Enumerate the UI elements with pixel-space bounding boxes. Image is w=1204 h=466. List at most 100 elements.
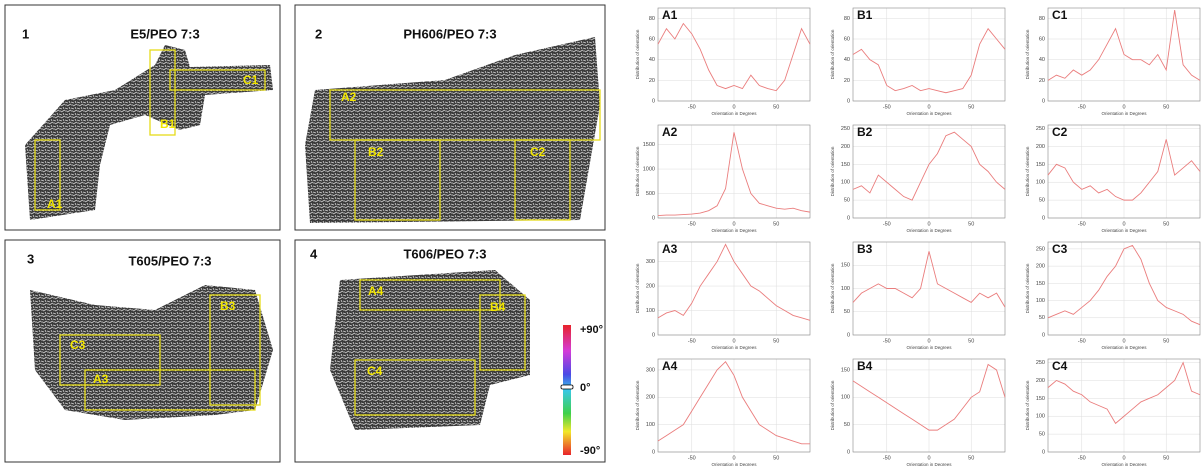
y-tick-label: 50 (1039, 432, 1045, 438)
x-tick-label: -50 (1078, 455, 1086, 461)
x-tick-label: -50 (1078, 338, 1086, 344)
y-axis-label: Distribution of orientation (1025, 380, 1030, 430)
y-tick-label: 150 (1036, 281, 1045, 287)
chart-title: A1 (662, 8, 678, 22)
x-tick-label: -50 (688, 338, 696, 344)
y-tick-label: 40 (844, 57, 850, 63)
y-tick-label: 200 (841, 144, 850, 150)
y-tick-label: 50 (844, 198, 850, 204)
plot-frame (657, 358, 811, 453)
y-tick-label: 150 (1036, 396, 1045, 402)
x-axis-label: Orientation in Degrees (906, 111, 952, 116)
data-line (657, 361, 810, 445)
y-tick-label: 250 (1036, 360, 1045, 366)
y-tick-label: 150 (1036, 162, 1045, 168)
data-line (1047, 244, 1201, 326)
y-tick-label: 100 (841, 286, 850, 292)
x-tick-label: 0 (927, 338, 930, 344)
data-line (1047, 9, 1201, 81)
y-tick-label: 0 (1042, 215, 1045, 221)
y-tick-label: 0 (1042, 98, 1045, 104)
x-tick-label: 0 (1122, 221, 1125, 227)
chart-title: A2 (662, 125, 678, 139)
region-box (514, 139, 571, 221)
panel-title: PH606/PEO 7:3 (403, 26, 496, 41)
y-tick-label: 50 (1039, 198, 1045, 204)
y-tick-label: 80 (844, 16, 850, 22)
x-tick-label: 50 (773, 104, 779, 110)
data-line (1047, 139, 1201, 201)
region-label: C1 (243, 73, 259, 87)
y-tick-label: 100 (1036, 180, 1045, 186)
region-label: B2 (368, 145, 384, 159)
y-tick-label: 150 (841, 263, 850, 269)
x-tick-label: 0 (732, 221, 735, 227)
y-tick-label: 1500 (643, 142, 655, 148)
y-tick-label: 20 (1039, 78, 1045, 84)
region-label: B3 (220, 299, 236, 313)
y-tick-label: 250 (1036, 126, 1045, 132)
y-tick-label: 100 (646, 308, 655, 314)
panel-number: 4 (310, 246, 318, 261)
image-panel: 1 E5/PEO 7:3 A1 B1 C1 (4, 4, 281, 231)
colorbar (563, 325, 571, 455)
x-tick-label: 0 (927, 455, 930, 461)
colorbar-label: 0° (580, 382, 591, 394)
x-axis-label: Orientation in Degrees (906, 345, 952, 350)
y-axis-label: Distribution of orientation (1025, 146, 1030, 196)
region-label: A1 (47, 197, 63, 211)
y-tick-label: 200 (1036, 264, 1045, 270)
chart-title: A3 (662, 242, 678, 256)
x-tick-label: 50 (773, 338, 779, 344)
y-axis-label: Distribution of orientation (830, 263, 835, 313)
panel-title: E5/PEO 7:3 (130, 26, 199, 41)
x-tick-label: -50 (688, 221, 696, 227)
region-label: B4 (490, 300, 506, 314)
panel-title: T605/PEO 7:3 (128, 253, 211, 268)
data-line (657, 243, 811, 321)
image-panel: 4 T606/PEO 7:3 A4 B4 C4 (294, 239, 606, 463)
image-panel: 3 T605/PEO 7:3 A3 B3 C3 (4, 239, 281, 463)
y-tick-label: 0 (847, 449, 850, 455)
y-tick-label: 300 (646, 367, 655, 373)
x-tick-label: 0 (927, 221, 930, 227)
y-tick-label: 60 (1039, 36, 1045, 42)
x-tick-label: 0 (732, 104, 735, 110)
region-label: C3 (70, 338, 86, 352)
x-tick-label: 0 (1122, 338, 1125, 344)
plot-frame (852, 358, 1006, 453)
y-axis-label: Distribution of orientation (1025, 263, 1030, 313)
x-tick-label: -50 (688, 104, 696, 110)
x-tick-label: 0 (927, 104, 930, 110)
y-tick-label: 20 (649, 78, 655, 84)
y-tick-label: 0 (847, 215, 850, 221)
region-label: A3 (93, 372, 109, 386)
x-tick-label: 0 (1122, 455, 1125, 461)
panel-number: 2 (315, 26, 322, 41)
data-line (852, 131, 1006, 201)
x-tick-label: 50 (773, 455, 779, 461)
x-axis-label: Orientation in Degrees (1101, 228, 1147, 233)
plot-frame (1047, 241, 1201, 336)
y-tick-label: 250 (1036, 246, 1045, 252)
image-panel: 2 PH606/PEO 7:3 A2 B2 C2 (294, 4, 606, 231)
y-tick-label: 200 (646, 284, 655, 290)
region-box (59, 334, 161, 386)
panel-number: 1 (22, 26, 29, 41)
y-tick-label: 0 (1042, 449, 1045, 455)
x-axis-label: Orientation in Degrees (711, 462, 757, 466)
region-label: B1 (160, 117, 176, 131)
y-tick-label: 50 (844, 422, 850, 428)
plot-frame (1047, 7, 1201, 102)
y-tick-label: 40 (1039, 57, 1045, 63)
data-line (852, 251, 1006, 308)
plot-frame (657, 241, 811, 336)
y-tick-label: 80 (1039, 16, 1045, 22)
x-tick-label: 50 (968, 104, 974, 110)
chart-title: C2 (1052, 125, 1068, 139)
x-tick-label: 0 (1122, 104, 1125, 110)
x-tick-label: -50 (883, 455, 891, 461)
x-tick-label: 50 (1163, 104, 1169, 110)
data-line (852, 27, 1006, 94)
